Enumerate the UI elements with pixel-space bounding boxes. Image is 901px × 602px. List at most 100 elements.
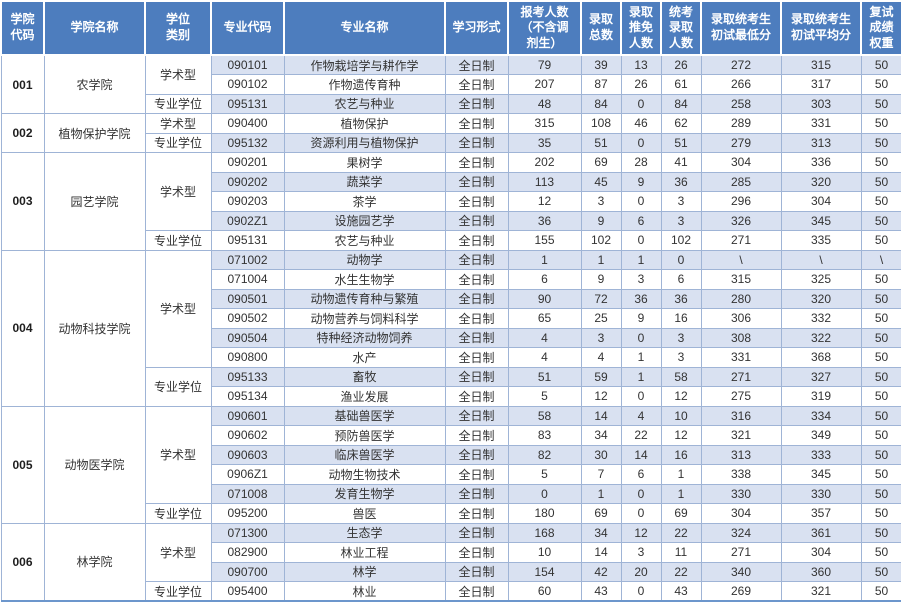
study-form-cell: 全日制 <box>444 327 509 348</box>
college-code-cell: 002 <box>0 113 45 153</box>
study-form-cell: 全日制 <box>444 347 509 368</box>
header-major-code: 专业代码 <box>210 0 285 56</box>
major-name-cell: 兽医 <box>283 503 446 524</box>
study-form-cell: 全日制 <box>444 561 509 582</box>
table-row: 专业学位 095132 资源利用与植物保护 全日制 35 51 0 51 279 313 50 <box>1 132 901 153</box>
table-row: 006 林学院 学术型 071300 生态学 全日制 168 34 12 22 324 361 50 <box>0 522 901 602</box>
avg-score-cell: 303 <box>780 93 862 114</box>
admitted-total-cell: 43 <box>580 581 622 602</box>
study-form-cell: 全日制 <box>444 93 509 114</box>
header-avg-score: 录取统考生 初试平均分 <box>780 0 862 56</box>
avg-score-cell: 322 <box>780 327 862 348</box>
applicants-cell: 5 <box>507 386 582 407</box>
exempt-count-cell: 1 <box>620 249 662 270</box>
admitted-total-cell: 59 <box>580 366 622 387</box>
study-form-cell: 全日制 <box>444 171 509 192</box>
avg-score-cell: 333 <box>780 444 862 465</box>
study-form-cell: 全日制 <box>444 366 509 387</box>
min-score-cell: 304 <box>700 503 782 524</box>
college-code-cell: 001 <box>0 54 45 114</box>
min-score-cell: 285 <box>700 171 782 192</box>
avg-score-cell: 335 <box>780 230 862 251</box>
study-form-cell: 全日制 <box>444 542 509 563</box>
table-body: 001 农学院 学术型 090101 作物栽培学与耕作学 全日制 79 39 13 26 272 31… <box>0 54 901 602</box>
retest-weight-cell: 50 <box>860 405 901 426</box>
table-row: 003 园艺学院 学术型 090201 果树学 全日制 202 69 28 41 304 336 50 <box>0 152 901 251</box>
unified-count-cell: 11 <box>660 542 702 563</box>
exempt-count-cell: 6 <box>620 464 662 485</box>
major-name-cell: 生态学 <box>283 522 446 543</box>
retest-weight-cell: 50 <box>860 347 901 368</box>
table-row: 002 植物保护学院 学术型 090400 植物保护 全日制 315 108 46 62 289 33… <box>0 113 901 153</box>
min-score-cell: 266 <box>700 74 782 95</box>
exempt-count-cell: 1 <box>620 347 662 368</box>
min-score-cell: 308 <box>700 327 782 348</box>
major-name-cell: 动物遗传育种与繁殖 <box>283 288 446 309</box>
min-score-cell: 316 <box>700 405 782 426</box>
unified-count-cell: 22 <box>660 561 702 582</box>
min-score-cell: 315 <box>700 269 782 290</box>
major-name-cell: 畜牧 <box>283 366 446 387</box>
unified-count-cell: 51 <box>660 132 702 153</box>
admitted-total-cell: 9 <box>580 269 622 290</box>
applicants-cell: 154 <box>507 561 582 582</box>
exempt-count-cell: 9 <box>620 308 662 329</box>
major-name-cell: 预防兽医学 <box>283 425 446 446</box>
exempt-count-cell: 46 <box>620 113 662 134</box>
major-name-cell: 农艺与种业 <box>283 230 446 251</box>
min-score-cell: 338 <box>700 464 782 485</box>
major-code-cell: 095133 <box>210 366 285 387</box>
exempt-count-cell: 6 <box>620 210 662 231</box>
retest-weight-cell: 50 <box>860 230 901 251</box>
table-row: 0906Z1 动物生物技术 全日制 5 7 6 1 338 345 50 <box>1 464 901 485</box>
exempt-count-cell: 0 <box>620 386 662 407</box>
table-row: 090700 林学 全日制 154 42 20 22 340 360 50 <box>1 561 901 582</box>
min-score-cell: 304 <box>700 152 782 173</box>
applicants-cell: 36 <box>507 210 582 231</box>
table-row: 090603 临床兽医学 全日制 82 30 14 16 313 333 50 <box>1 444 901 465</box>
major-code-cell: 090101 <box>210 54 285 75</box>
major-name-cell: 茶学 <box>283 191 446 212</box>
admitted-total-cell: 108 <box>580 113 622 134</box>
major-code-cell: 090504 <box>210 327 285 348</box>
admitted-total-cell: 1 <box>580 483 622 504</box>
header-study-form: 学习形式 <box>444 0 509 56</box>
admitted-total-cell: 69 <box>580 152 622 173</box>
unified-count-cell: 84 <box>660 93 702 114</box>
unified-count-cell: 58 <box>660 366 702 387</box>
major-code-cell: 0902Z1 <box>210 210 285 231</box>
min-score-cell: 271 <box>700 542 782 563</box>
admitted-total-cell: 7 <box>580 464 622 485</box>
major-code-cell: 095132 <box>210 132 285 153</box>
admitted-total-cell: 30 <box>580 444 622 465</box>
admitted-total-cell: 3 <box>580 327 622 348</box>
major-code-cell: 095134 <box>210 386 285 407</box>
exempt-count-cell: 0 <box>620 93 662 114</box>
college-code-cell: 003 <box>0 152 45 251</box>
major-code-cell: 082900 <box>210 542 285 563</box>
header-college-name: 学院名称 <box>43 0 146 56</box>
admitted-total-cell: 3 <box>580 191 622 212</box>
applicants-cell: 1 <box>507 249 582 270</box>
major-code-cell: 095131 <box>210 230 285 251</box>
study-form-cell: 全日制 <box>444 581 509 602</box>
retest-weight-cell: \ <box>860 249 901 270</box>
table-header: 学院 代码 学院名称 学位 类别 专业代码 专业名称 学习形式 报考人数 （不含调 剂生）录… <box>0 0 901 56</box>
header-row: 学院 代码 学院名称 学位 类别 专业代码 专业名称 学习形式 报考人数 （不含调 剂生）录… <box>0 0 901 56</box>
min-score-cell: 296 <box>700 191 782 212</box>
avg-score-cell: 319 <box>780 386 862 407</box>
header-min-score: 录取统考生 初试最低分 <box>700 0 782 56</box>
min-score-cell: 289 <box>700 113 782 134</box>
unified-count-cell: 3 <box>660 210 702 231</box>
exempt-count-cell: 13 <box>620 54 662 75</box>
admitted-total-cell: 14 <box>580 542 622 563</box>
study-form-cell: 全日制 <box>444 464 509 485</box>
retest-weight-cell: 50 <box>860 74 901 95</box>
retest-weight-cell: 50 <box>860 269 901 290</box>
unified-count-cell: 3 <box>660 347 702 368</box>
header-admitted-total: 录取 总数 <box>580 0 622 56</box>
table-row: 004 动物科技学院 学术型 071002 动物学 全日制 1 1 1 0 \ \ \ <box>0 249 901 407</box>
major-name-cell: 林业 <box>283 581 446 602</box>
retest-weight-cell: 50 <box>860 386 901 407</box>
